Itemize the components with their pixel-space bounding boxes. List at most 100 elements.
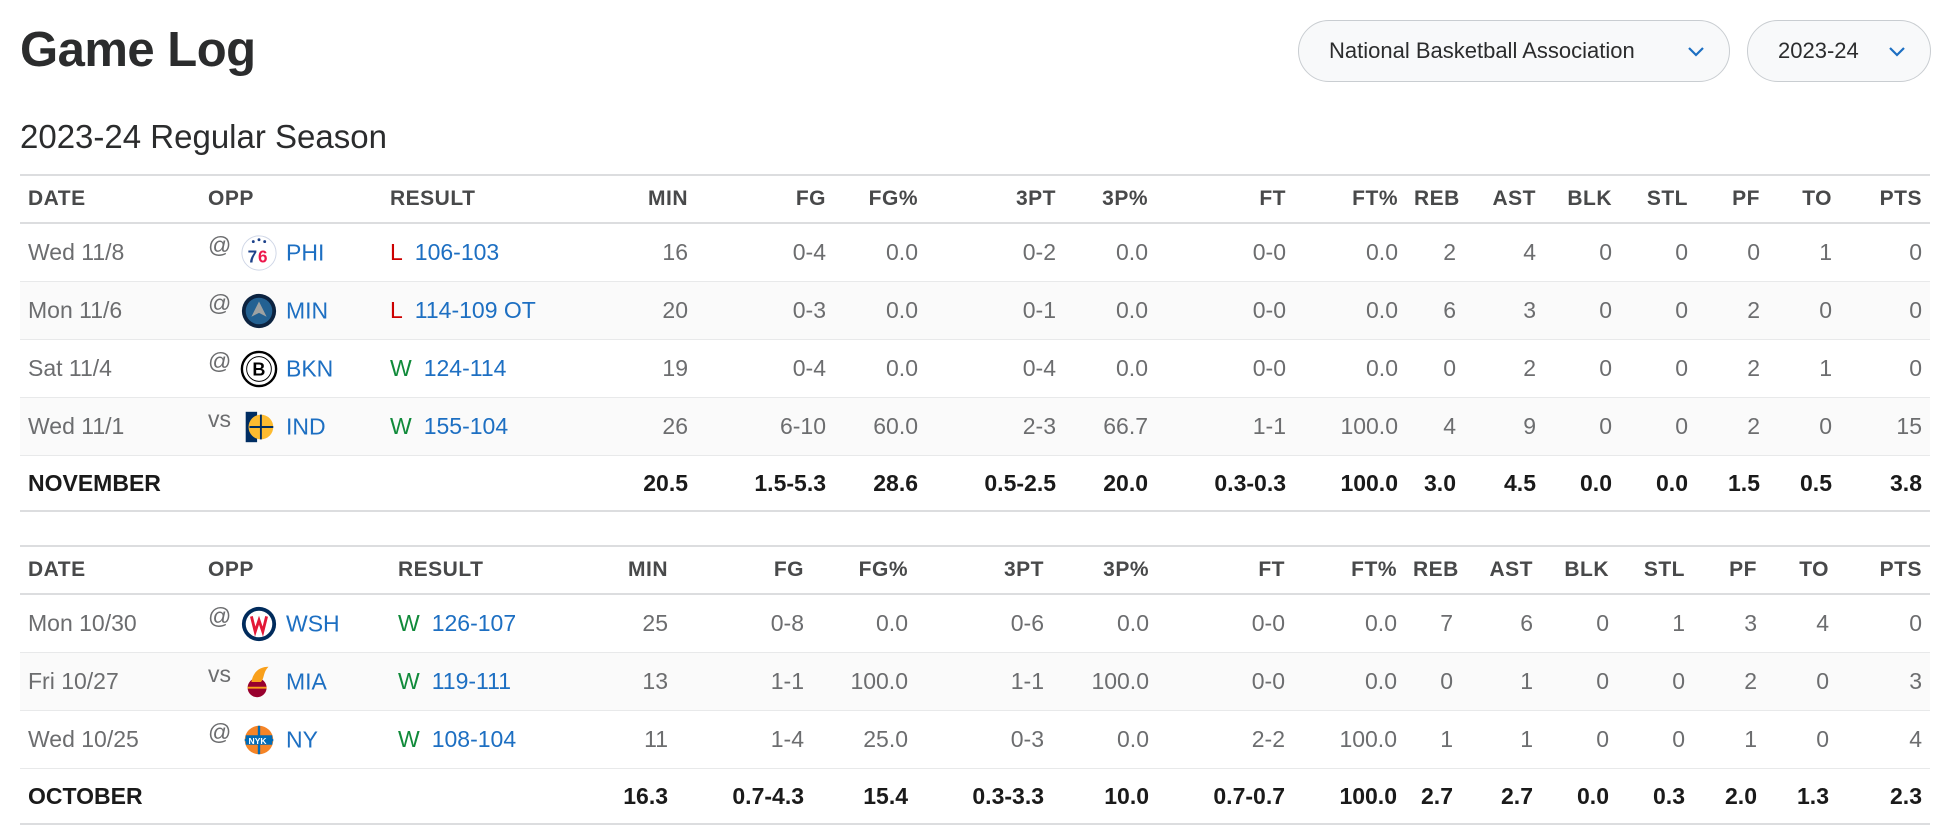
- stat-tpt: 0-3: [916, 710, 1052, 769]
- stat-pf: 2: [1696, 397, 1768, 456]
- opponent-link[interactable]: WSH: [286, 610, 340, 636]
- stat-reb: 0: [1405, 652, 1461, 711]
- average-tpp: 20.0: [1064, 455, 1156, 512]
- average-ft: 0.7-0.7: [1157, 768, 1293, 825]
- stat-ast: 6: [1461, 594, 1541, 653]
- opponent-link[interactable]: BKN: [286, 355, 334, 381]
- win-loss-indicator: W: [398, 726, 420, 752]
- win-loss-indicator: W: [398, 668, 420, 694]
- stat-ast: 3: [1464, 281, 1544, 340]
- stat-ft: 2-2: [1157, 710, 1293, 769]
- opponent-link[interactable]: MIN: [286, 297, 329, 323]
- stat-ast: 4: [1464, 223, 1544, 282]
- column-header-3pt: 3PT: [916, 545, 1052, 595]
- stat-ftp: 0.0: [1293, 652, 1405, 711]
- opponent-link[interactable]: PHI: [286, 239, 325, 265]
- stat-fgp: 100.0: [812, 652, 916, 711]
- average-reb: 2.7: [1405, 768, 1461, 825]
- opponent-link[interactable]: MIA: [286, 668, 327, 694]
- stat-pf: 2: [1696, 339, 1768, 398]
- stat-fg: 0-4: [696, 223, 834, 282]
- average-fg: 0.7-4.3: [676, 768, 812, 825]
- game-date: Wed 10/25: [20, 710, 200, 769]
- column-header-ft-pct: FT%: [1293, 545, 1405, 595]
- stat-tpt: 0-6: [916, 594, 1052, 653]
- stat-blk: 0: [1544, 339, 1620, 398]
- opponent-cell: @ WSH: [200, 594, 390, 653]
- stat-min: 16: [600, 223, 696, 282]
- washington-wizards-logo[interactable]: [240, 605, 278, 643]
- column-header-reb: REB: [1406, 174, 1464, 224]
- svg-text:6: 6: [258, 247, 268, 266]
- column-header-pf: PF: [1693, 545, 1765, 595]
- table-row: Fri 10/27 vs MIA W 119-111 13 1-1 100.0 1-1 100.0…: [20, 652, 1930, 711]
- stat-blk: 0: [1544, 223, 1620, 282]
- column-header-fg: FG: [676, 545, 812, 595]
- brooklyn-nets-logo[interactable]: B: [240, 350, 278, 388]
- average-blk: 0.0: [1541, 768, 1617, 825]
- stat-blk: 0: [1541, 652, 1617, 711]
- stat-blk: 0: [1544, 281, 1620, 340]
- average-tpt: 0.5-2.5: [926, 455, 1064, 512]
- stat-min: 20: [600, 281, 696, 340]
- game-score-link[interactable]: 126-107: [431, 610, 517, 636]
- average-ftp: 100.0: [1293, 768, 1405, 825]
- indiana-pacers-logo[interactable]: [240, 408, 278, 446]
- minnesota-timberwolves-logo[interactable]: [240, 292, 278, 330]
- stat-stl: 0: [1617, 710, 1693, 769]
- new-york-knicks-logo[interactable]: NYK: [240, 721, 278, 759]
- home-away-indicator: @: [208, 232, 232, 258]
- stat-fg: 0-8: [676, 594, 812, 653]
- result-cell: W 108-104: [390, 710, 596, 769]
- stat-pts: 0: [1840, 281, 1930, 340]
- stat-ast: 9: [1464, 397, 1544, 456]
- column-header-to: TO: [1765, 545, 1837, 595]
- stat-pf: 2: [1696, 281, 1768, 340]
- home-away-indicator: vs: [208, 406, 231, 432]
- game-score-link[interactable]: 119-111: [431, 668, 512, 694]
- win-loss-indicator: W: [398, 610, 420, 636]
- game-score-link[interactable]: 124-114: [423, 355, 507, 381]
- miami-heat-logo[interactable]: [240, 663, 278, 701]
- column-header-fg-pct: FG%: [834, 174, 926, 224]
- game-score-link[interactable]: 106-103: [414, 239, 500, 265]
- result-cell: L 106-103: [382, 223, 600, 282]
- stat-reb: 4: [1406, 397, 1464, 456]
- column-header-stl: STL: [1617, 545, 1693, 595]
- average-stl: 0.3: [1617, 768, 1693, 825]
- column-header-pf: PF: [1696, 174, 1768, 224]
- column-header-min: MIN: [596, 545, 676, 595]
- stat-ft: 0-0: [1156, 339, 1294, 398]
- opponent-link[interactable]: IND: [286, 413, 326, 439]
- average-to: 1.3: [1765, 768, 1837, 825]
- opponent-link[interactable]: NY: [286, 726, 318, 752]
- game-date: Wed 11/1: [20, 397, 200, 456]
- stat-pts: 0: [1840, 223, 1930, 282]
- month-label: OCTOBER: [20, 768, 596, 825]
- chevron-down-icon: [1889, 47, 1905, 57]
- stat-pts: 15: [1840, 397, 1930, 456]
- opponent-cell: @ MIN: [200, 281, 382, 340]
- average-min: 16.3: [596, 768, 676, 825]
- stat-fgp: 0.0: [834, 223, 926, 282]
- stat-ast: 1: [1461, 652, 1541, 711]
- stat-fgp: 0.0: [834, 339, 926, 398]
- game-score-link[interactable]: 155-104: [423, 413, 509, 439]
- win-loss-indicator: W: [390, 355, 412, 381]
- stat-fgp: 60.0: [834, 397, 926, 456]
- game-score-link[interactable]: 114-109 OT: [414, 297, 536, 323]
- average-to: 0.5: [1768, 455, 1840, 512]
- average-tpp: 10.0: [1052, 768, 1157, 825]
- league-select[interactable]: National Basketball Association: [1298, 20, 1730, 82]
- stat-tpp: 0.0: [1064, 223, 1156, 282]
- stat-min: 26: [600, 397, 696, 456]
- average-pts: 2.3: [1837, 768, 1930, 825]
- table-row: Wed 10/25 @ NYK NY W 108-104 11 1-4 25.0 0-3 0.0 2-…: [20, 710, 1930, 769]
- average-pf: 2.0: [1693, 768, 1765, 825]
- column-header-pts: PTS: [1837, 545, 1930, 595]
- season-select[interactable]: 2023-24: [1747, 20, 1931, 82]
- game-score-link[interactable]: 108-104: [431, 726, 517, 752]
- stat-pf: 3: [1693, 594, 1765, 653]
- home-away-indicator: @: [208, 348, 232, 374]
